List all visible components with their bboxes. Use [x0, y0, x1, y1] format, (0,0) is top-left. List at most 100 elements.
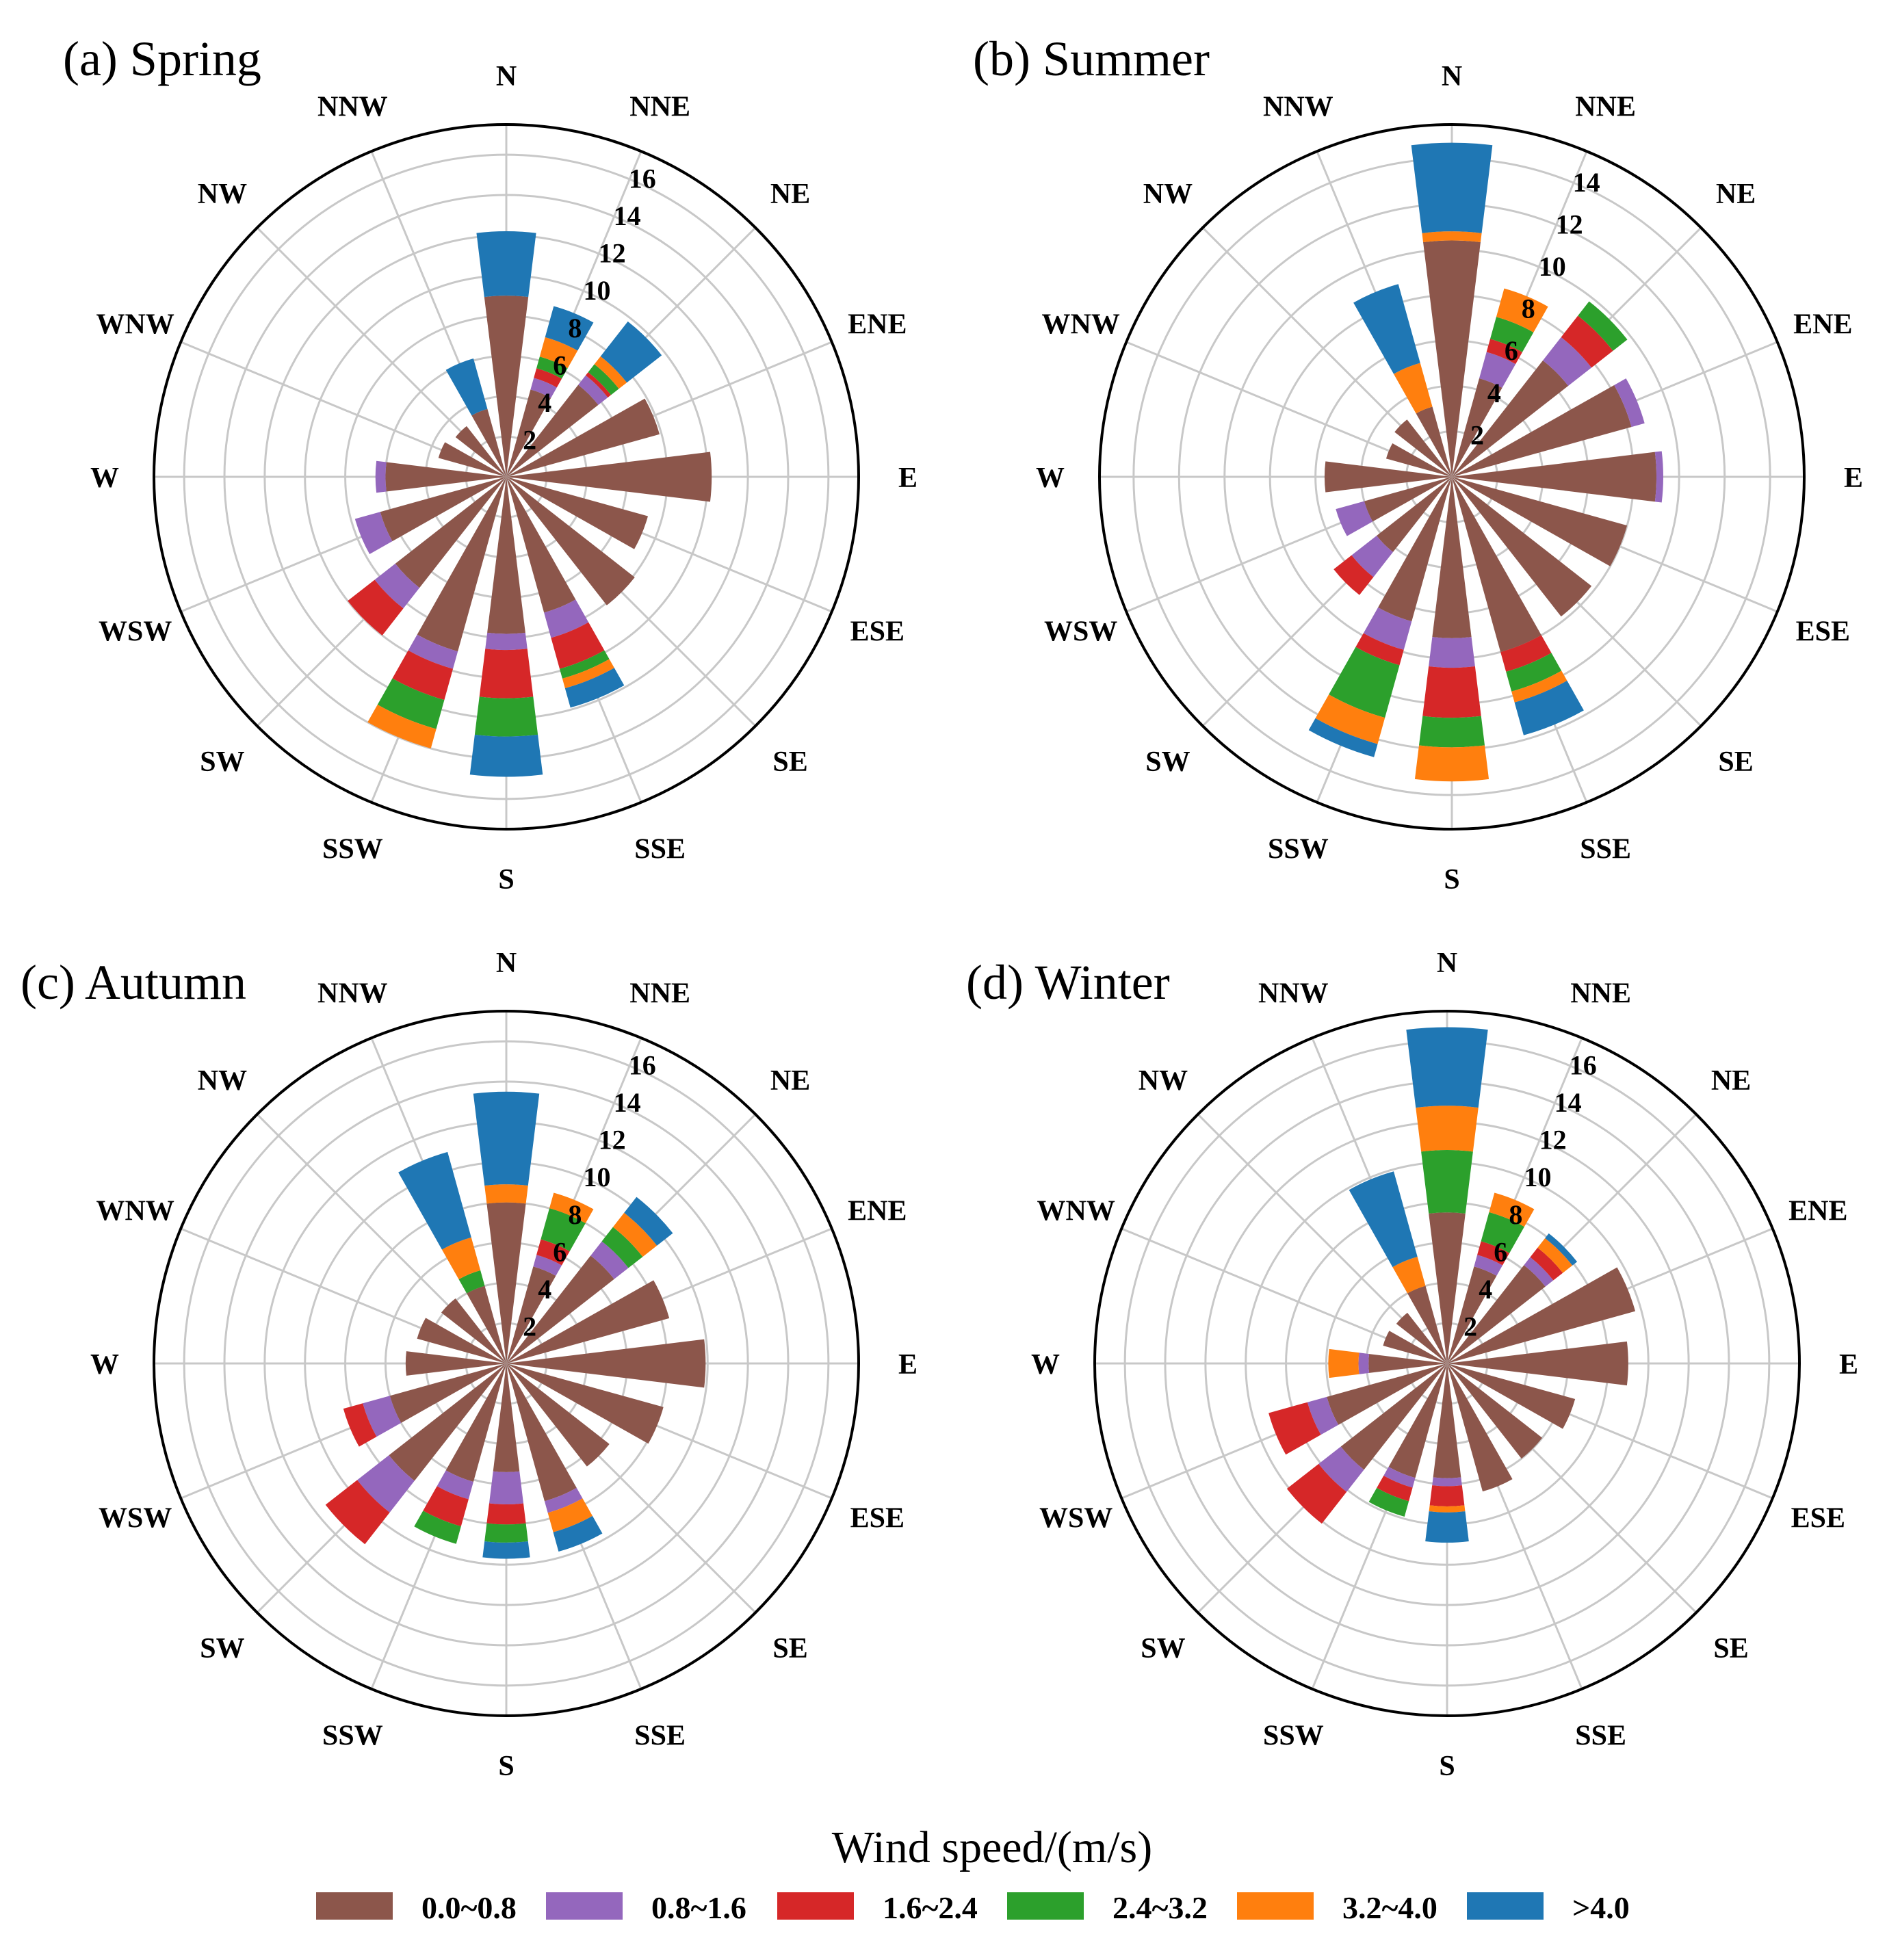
bar-autumn-sse-bin1: [506, 1363, 577, 1502]
bar-spring-s-bin6: [469, 734, 543, 777]
bar-winter-ssw-bin3: [1377, 1475, 1413, 1502]
legend-title: Wind speed/(m/s): [832, 1822, 1152, 1872]
bar-winter-wsw-bin2: [1307, 1396, 1339, 1435]
direction-label-ene: ENE: [848, 309, 907, 340]
bar-autumn-nne-bin5: [549, 1192, 594, 1224]
bar-spring-sse-bin2: [544, 599, 589, 638]
outer-frame-winter: [1093, 1010, 1801, 1717]
bar-spring-nne-bin5: [539, 337, 578, 369]
bar-winter-s-bin3: [1429, 1485, 1465, 1506]
bar-summer-ne-bin1: [1452, 360, 1569, 477]
bar-winter-n-bin4: [1421, 1150, 1473, 1214]
bar-summer-nne-bin3: [1486, 339, 1522, 365]
bar-winter-se-bin1: [1447, 1363, 1543, 1459]
legend-label-5: 3.2~4.0: [1342, 1890, 1437, 1925]
bar-winter-s-bin2: [1432, 1477, 1462, 1487]
direction-label-nw: NW: [1138, 1065, 1188, 1097]
direction-label-ese: ESE: [1796, 616, 1850, 648]
bar-winter-nne-bin5: [1489, 1192, 1535, 1227]
bar-summer-ne-bin4: [1578, 301, 1628, 351]
bar-winter-nne-bin2: [1474, 1255, 1503, 1276]
radial-tick-label: 8: [568, 1199, 582, 1230]
bar-autumn-ne-bin4: [601, 1227, 643, 1268]
bar-winter-nnw-bin5: [1392, 1257, 1426, 1294]
bar-spring-sw-bin3: [348, 579, 404, 636]
bar-summer-ssw-bin6: [1308, 718, 1378, 757]
bar-summer-ne-bin2: [1543, 337, 1592, 386]
direction-label-ne: NE: [770, 1065, 810, 1097]
bar-spring-ne-bin2: [578, 375, 608, 405]
bar-autumn-wnw-bin1: [417, 1318, 506, 1363]
bar-winter-e-bin1: [1447, 1341, 1628, 1386]
bar-spring-s-bin1: [487, 477, 525, 634]
radial-tick-label: 10: [1539, 251, 1566, 282]
bar-summer-s-bin4: [1418, 716, 1485, 748]
direction-label-ene: ENE: [1788, 1195, 1847, 1227]
bar-spring-sse-bin5: [562, 659, 614, 689]
direction-label-s: S: [498, 864, 514, 896]
bar-spring-nne-bin2: [530, 378, 557, 398]
panel-title-autumn: (c) Autumn: [21, 955, 246, 1010]
bar-summer-wsw-bin2: [1336, 501, 1373, 536]
direction-label-ene: ENE: [848, 1195, 907, 1227]
bar-spring-nnw-bin1: [471, 408, 506, 477]
bar-spring-s-bin4: [474, 696, 538, 737]
direction-label-e: E: [1839, 1349, 1858, 1381]
bar-spring-ne-bin4: [588, 364, 619, 395]
bar-summer-ese-bin1: [1452, 477, 1628, 566]
radial-tick-label: 4: [1487, 378, 1501, 408]
bar-summer-wnw-bin1: [1385, 443, 1452, 477]
direction-label-s: S: [1439, 1751, 1455, 1782]
panel-title-winter: (d) Winter: [966, 955, 1170, 1010]
bar-spring-ne-bin1: [506, 384, 599, 477]
bar-autumn-nnw-bin4: [458, 1270, 485, 1294]
bar-summer-sse-bin5: [1511, 670, 1567, 703]
radial-tick-label: 8: [1522, 293, 1535, 324]
bar-summer-se-bin1: [1452, 477, 1592, 617]
legend-swatch-6: [1467, 1892, 1544, 1920]
direction-label-sse: SSE: [1575, 1720, 1626, 1751]
bar-winter-ne-bin6: [1545, 1233, 1578, 1266]
direction-label-sw: SW: [200, 1633, 244, 1664]
direction-label-nne: NNE: [629, 978, 690, 1010]
direction-label-n: N: [496, 61, 517, 92]
bar-spring-sse-bin6: [564, 668, 625, 708]
bar-winter-n-bin6: [1406, 1027, 1488, 1108]
bar-summer-n-bin6: [1411, 142, 1493, 233]
direction-label-wnw: WNW: [1037, 1195, 1115, 1227]
direction-label-nw: NW: [198, 1065, 247, 1097]
legend-swatch-3: [777, 1892, 854, 1920]
bar-spring-wsw-bin1: [380, 477, 506, 542]
direction-label-nw: NW: [198, 179, 247, 210]
bar-summer-ssw-bin1: [1378, 477, 1452, 622]
bar-summer-ssw-bin2: [1363, 607, 1412, 650]
radial-tick-label: 10: [583, 275, 610, 306]
bar-winter-wnw-bin1: [1383, 1331, 1447, 1363]
direction-label-sw: SW: [1141, 1633, 1185, 1664]
bar-summer-e-bin2: [1654, 451, 1663, 503]
bar-autumn-ne-bin5: [612, 1212, 658, 1257]
radial-tick-label: 16: [629, 164, 656, 194]
bar-autumn-s-bin3: [486, 1503, 526, 1525]
radial-tick-label: 2: [1470, 419, 1484, 450]
bar-spring-ssw-bin3: [392, 650, 454, 701]
bar-winter-wsw-bin3: [1268, 1402, 1321, 1455]
bar-winter-sw-bin2: [1318, 1446, 1364, 1492]
bar-autumn-nne-bin3: [536, 1239, 570, 1266]
bar-summer-sw-bin3: [1333, 555, 1374, 595]
direction-label-nnw: NNW: [317, 978, 388, 1010]
bar-autumn-ene-bin1: [506, 1280, 670, 1363]
bar-autumn-s-bin1: [493, 1363, 520, 1472]
bar-winter-nnw-bin6: [1349, 1171, 1418, 1268]
bar-summer-sse-bin1: [1452, 477, 1541, 653]
direction-label-wsw: WSW: [1044, 616, 1117, 648]
bar-spring-ne-bin3: [586, 371, 612, 397]
bar-spring-ssw-bin5: [367, 705, 437, 748]
radial-tick-label: 14: [1554, 1087, 1582, 1118]
bar-autumn-n-bin6: [473, 1091, 540, 1186]
bar-winter-ssw-bin2: [1383, 1467, 1416, 1488]
direction-label-nne: NNE: [1575, 92, 1636, 123]
